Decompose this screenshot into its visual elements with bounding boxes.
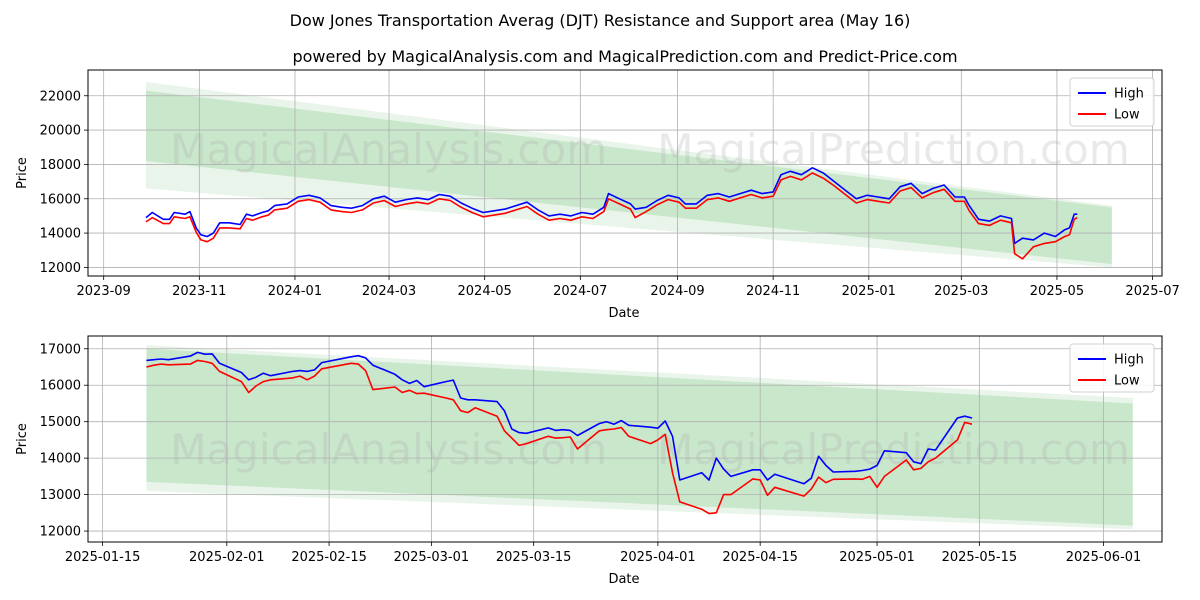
x-tick-label: 2025-03-15 [496,550,572,565]
x-tick-label: 2025-05-15 [942,550,1018,565]
x-tick-label: 2025-05 [1030,284,1084,299]
x-tick-label: 2025-02-15 [291,550,367,565]
resistance-support-band-1 [146,348,1133,526]
legend-box [1069,77,1155,127]
chart-subtitle: powered by MagicalAnalysis.com and Magic… [292,47,957,66]
watermark-0: MagicalAnalysis.com [170,125,607,174]
x-tick-label: 2024-03 [362,284,416,299]
series-line-low [146,359,973,515]
y-axis-label: Price [15,423,30,455]
plot-frame [87,69,1163,277]
y-axis-label: Price [15,157,30,189]
legend: High Low [1069,343,1155,393]
top-panel: 2023-09 2023-11 2024-01 2024-03 2024-05 2024-… [15,69,1180,321]
y-tick-label: 14000 [40,452,81,467]
x-tick-label: 2024-01 [268,284,322,299]
legend-label-high: High [1114,353,1144,368]
bottom-panel: 2025-01-15 2025-02-01 2025-02-15 2025-03-01… [15,335,1163,587]
series-line-low [145,172,1078,260]
plot-frame [87,335,1163,543]
legend: High Low [1069,77,1155,127]
legend-label-high: High [1114,87,1144,102]
x-tick-label: 2025-04-01 [620,550,696,565]
x-tick-label: 2025-03-01 [394,550,470,565]
y-tick-label: 14000 [40,227,81,242]
x-tick-label: 2025-07 [1125,284,1179,299]
resistance-support-band-0 [146,345,1133,530]
watermark-0: MagicalAnalysis.com [170,425,607,474]
watermark-1: MagicalPrediction.com [657,125,1130,174]
x-tick-label: 2025-05-01 [839,550,915,565]
y-tick-label: 17000 [40,342,81,357]
watermark-1: MagicalPrediction.com [657,425,1130,474]
legend-label-low: Low [1114,374,1140,389]
series-line-high [145,167,1078,245]
resistance-support-band-1 [146,90,1112,264]
x-tick-label: 2023-11 [172,284,226,299]
x-axis-label: Date [608,306,639,321]
resistance-support-band-0 [146,82,1112,268]
x-tick-label: 2025-02-01 [189,550,265,565]
x-tick-label: 2025-01-15 [65,550,141,565]
x-tick-label: 2025-04-15 [722,550,798,565]
x-tick-label: 2025-03 [934,284,988,299]
y-tick-label: 16000 [40,192,81,207]
x-tick-label: 2023-09 [77,284,131,299]
y-tick-label: 15000 [40,415,81,430]
y-tick-label: 22000 [40,89,81,104]
x-tick-label: 2024-05 [458,284,512,299]
x-tick-label: 2024-09 [650,284,704,299]
y-tick-label: 18000 [40,158,81,173]
y-tick-label: 20000 [40,124,81,139]
x-tick-label: 2024-11 [746,284,800,299]
x-tick-label: 2024-07 [553,284,607,299]
y-tick-label: 12000 [40,525,81,540]
x-tick-label: 2025-06-01 [1066,550,1142,565]
legend-label-low: Low [1114,108,1140,123]
x-axis-label: Date [608,572,639,587]
y-tick-label: 13000 [40,488,81,503]
chart-title: Dow Jones Transportation Averag (DJT) Re… [290,11,911,30]
series-line-high [146,351,973,485]
y-tick-label: 16000 [40,379,81,394]
legend-box [1069,343,1155,393]
x-tick-label: 2025-01 [842,284,896,299]
y-tick-label: 12000 [40,261,81,276]
